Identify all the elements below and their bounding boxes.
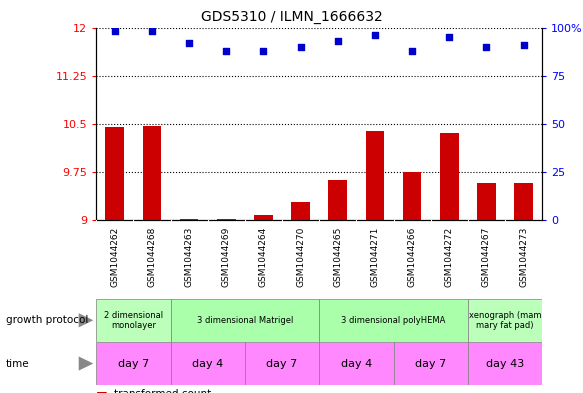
Point xyxy=(259,48,268,54)
Bar xyxy=(319,342,394,385)
Bar xyxy=(403,172,422,220)
Point xyxy=(370,32,380,39)
Bar xyxy=(319,299,468,342)
Point xyxy=(147,28,157,35)
Text: GSM1044273: GSM1044273 xyxy=(519,226,528,287)
Point xyxy=(519,42,528,48)
Text: GSM1044267: GSM1044267 xyxy=(482,226,491,287)
Text: GSM1044268: GSM1044268 xyxy=(147,226,156,287)
Text: transformed count: transformed count xyxy=(114,389,211,393)
Point xyxy=(482,44,491,50)
Text: GDS5310 / ILMN_1666632: GDS5310 / ILMN_1666632 xyxy=(201,10,382,24)
Text: GSM1044266: GSM1044266 xyxy=(408,226,417,287)
Text: GSM1044262: GSM1044262 xyxy=(110,226,120,286)
Bar xyxy=(96,299,171,342)
Point xyxy=(408,48,417,54)
Point xyxy=(333,38,342,44)
Text: GSM1044263: GSM1044263 xyxy=(185,226,194,287)
Bar xyxy=(366,132,384,220)
Text: day 7: day 7 xyxy=(415,358,447,369)
Bar xyxy=(171,299,319,342)
Point xyxy=(445,34,454,40)
Bar xyxy=(217,219,236,220)
Bar xyxy=(468,299,542,342)
Bar xyxy=(171,342,245,385)
Bar xyxy=(328,180,347,220)
Point xyxy=(110,28,120,35)
Point xyxy=(222,48,231,54)
Text: 2 dimensional
monolayer: 2 dimensional monolayer xyxy=(104,310,163,330)
Bar xyxy=(292,202,310,220)
Text: 3 dimensional Matrigel: 3 dimensional Matrigel xyxy=(196,316,293,325)
Bar xyxy=(106,127,124,220)
Text: day 43: day 43 xyxy=(486,358,524,369)
Bar xyxy=(143,126,161,220)
Bar xyxy=(96,342,171,385)
Bar xyxy=(394,342,468,385)
Text: ■: ■ xyxy=(96,389,108,393)
Point xyxy=(184,40,194,46)
Text: GSM1044265: GSM1044265 xyxy=(333,226,342,287)
Bar xyxy=(180,219,198,220)
Text: day 4: day 4 xyxy=(340,358,372,369)
Text: GSM1044264: GSM1044264 xyxy=(259,226,268,286)
Bar xyxy=(245,342,319,385)
Text: GSM1044269: GSM1044269 xyxy=(222,226,231,287)
Text: time: time xyxy=(6,358,30,369)
Bar xyxy=(477,183,496,220)
Text: GSM1044272: GSM1044272 xyxy=(445,226,454,286)
Text: day 7: day 7 xyxy=(266,358,298,369)
Bar xyxy=(468,342,542,385)
Point xyxy=(296,44,305,50)
Text: growth protocol: growth protocol xyxy=(6,315,88,325)
Bar xyxy=(440,134,459,220)
Text: GSM1044271: GSM1044271 xyxy=(370,226,380,287)
Bar xyxy=(254,215,273,220)
Text: xenograph (mam
mary fat pad): xenograph (mam mary fat pad) xyxy=(469,310,541,330)
Bar xyxy=(514,184,533,220)
Text: GSM1044270: GSM1044270 xyxy=(296,226,305,287)
Text: 3 dimensional polyHEMA: 3 dimensional polyHEMA xyxy=(341,316,446,325)
Text: day 7: day 7 xyxy=(118,358,149,369)
Text: day 4: day 4 xyxy=(192,358,223,369)
